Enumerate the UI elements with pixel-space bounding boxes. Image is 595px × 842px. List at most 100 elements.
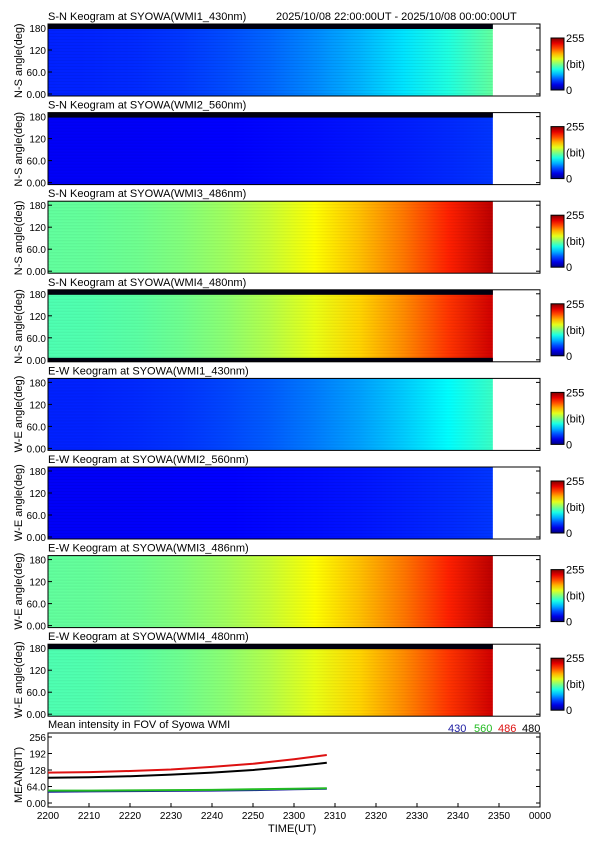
- keogram-y-label: W-E angle(deg): [13, 376, 25, 453]
- y-tick-label: 120: [29, 400, 46, 411]
- keogram-panel: E-W Keogram at SYOWA(WMI2_560nm)180 120 60…: [13, 454, 585, 544]
- keogram-edge-dark: [48, 24, 493, 29]
- y-tick-label: 180: [29, 644, 46, 655]
- y-tick-label: 0.00: [27, 622, 47, 633]
- legend-560: 560: [474, 723, 492, 735]
- keogram-edge-dark: [48, 289, 493, 295]
- y-tick-label: 180: [29, 201, 46, 212]
- y-tick-label: 0.00: [27, 444, 47, 455]
- keogram-image: [48, 112, 493, 185]
- colorbar-max-label: 255: [566, 476, 584, 488]
- mean-plot-frame: [47, 732, 541, 808]
- keogram-y-label: N-S angle(deg): [13, 289, 25, 364]
- y-tick-label: 120: [29, 223, 46, 234]
- keogram-panel: E-W Keogram at SYOWA(WMI1_430nm)180 120 60…: [13, 365, 585, 455]
- keogram-y-label: W-E angle(deg): [13, 641, 25, 718]
- keogram-title: E-W Keogram at SYOWA(WMI3_486nm): [48, 543, 249, 555]
- keogram-frame: [47, 555, 541, 629]
- keogram-edge-dark: [48, 357, 493, 362]
- y-tick-label: 180: [29, 113, 46, 124]
- y-tick-label: 0.00: [27, 179, 47, 190]
- keogram-y-label: N-S angle(deg): [13, 201, 25, 276]
- colorbar-max-label: 255: [566, 33, 584, 45]
- time-range-header: 2025/10/08 22:00:00UT - 2025/10/08 00:00…: [276, 11, 517, 23]
- keogram-image: [48, 378, 493, 451]
- keogram-y-label: N-S angle(deg): [13, 112, 25, 187]
- x-tick-label: 2250: [242, 811, 265, 822]
- keogram-frame: [47, 112, 541, 186]
- colorbar-min-label: 0: [566, 705, 572, 717]
- y-tick-label: 120: [29, 666, 46, 677]
- y-tick-label: 120: [29, 312, 46, 323]
- y-tick-label: 0.00: [27, 533, 47, 544]
- keogram-panel: S-N Keogram at SYOWA(WMI2_560nm)180 120 60…: [13, 100, 585, 190]
- keogram-panel: E-W Keogram at SYOWA(WMI4_480nm)180 120 60…: [13, 631, 585, 721]
- keogram-panel: S-N Keogram at SYOWA(WMI4_480nm)180 120 60…: [13, 277, 585, 367]
- mean-y-tick-label: 192: [29, 750, 46, 761]
- y-tick-label: 180: [29, 24, 46, 35]
- keogram-title: E-W Keogram at SYOWA(WMI1_430nm): [48, 365, 249, 377]
- colorbar-max-label: 255: [566, 299, 584, 311]
- keogram-image: [48, 289, 493, 362]
- x-tick-label: 2200: [37, 811, 60, 822]
- colorbar-unit-label: (bit): [566, 413, 585, 425]
- x-tick-label: 2340: [447, 811, 470, 822]
- mean-y-tick-label: 64.0: [27, 783, 47, 794]
- colorbar-max-label: 255: [566, 122, 584, 134]
- colorbar-unit-label: (bit): [566, 502, 585, 514]
- colorbar-min-label: 0: [566, 262, 572, 274]
- keogram-image: [48, 644, 493, 717]
- y-tick-label: 0.00: [27, 90, 47, 101]
- keogram-image: [48, 467, 493, 539]
- colorbar: [550, 657, 565, 711]
- keogram-y-label: W-E angle(deg): [13, 553, 25, 630]
- x-tick-label: 2330: [406, 811, 429, 822]
- keogram-title: S-N Keogram at SYOWA(WMI4_480nm): [48, 277, 246, 289]
- colorbar: [550, 214, 565, 268]
- mean-y-tick-label: 128: [29, 766, 46, 777]
- x-tick-label: 2310: [324, 811, 347, 822]
- colorbar: [550, 303, 565, 357]
- keogram-y-label: N-S angle(deg): [13, 23, 25, 98]
- colorbar: [550, 391, 565, 445]
- keogram-y-label: W-E angle(deg): [13, 464, 25, 541]
- y-tick-label: 120: [29, 489, 46, 500]
- colorbar: [550, 126, 565, 180]
- y-tick-label: 60.0: [27, 157, 47, 168]
- keogram-image: [48, 201, 493, 274]
- colorbar-max-label: 255: [566, 387, 584, 399]
- keogram-panels: S-N Keogram at SYOWA(WMI1_430nm)18012060…: [13, 11, 585, 721]
- keogram-edge-dark: [48, 644, 493, 650]
- x-tick-label: 2240: [201, 811, 224, 822]
- y-tick-label: 180: [29, 556, 46, 567]
- y-tick-label: 60.0: [27, 688, 47, 699]
- series-line-486: [47, 754, 327, 774]
- keogram-panel: E-W Keogram at SYOWA(WMI3_486nm)180 120 60…: [13, 543, 585, 633]
- keogram-title: E-W Keogram at SYOWA(WMI4_480nm): [48, 631, 249, 643]
- y-tick-label: 180: [29, 290, 46, 301]
- colorbar-min-label: 0: [566, 528, 572, 540]
- colorbar: [550, 569, 565, 623]
- y-tick-label: 120: [29, 135, 46, 146]
- colorbar-unit-label: (bit): [566, 148, 585, 160]
- colorbar-min-label: 0: [566, 617, 572, 629]
- keogram-frame: [47, 289, 541, 363]
- colorbar-unit-label: (bit): [566, 679, 585, 691]
- colorbar-unit-label: (bit): [566, 59, 585, 71]
- colorbar-unit-label: (bit): [566, 325, 585, 337]
- mean-y-axis-label: MEAN(BIT): [13, 747, 25, 803]
- y-tick-label: 120: [29, 578, 46, 589]
- y-tick-label: 120: [29, 46, 46, 57]
- keogram-frame: [47, 200, 541, 274]
- colorbar-max-label: 255: [566, 565, 584, 577]
- y-tick-label: 180: [29, 467, 46, 478]
- keogram-image: [48, 24, 493, 96]
- mean-y-tick-label: 0.00: [27, 799, 47, 810]
- colorbar-unit-label: (bit): [566, 591, 585, 603]
- x-tick-label: 2210: [78, 811, 101, 822]
- keogram-edge-dark: [48, 112, 493, 118]
- x-axis-label: TIME(UT): [268, 823, 316, 835]
- keogram-frame: [47, 377, 541, 451]
- legend-480: 480: [522, 723, 540, 735]
